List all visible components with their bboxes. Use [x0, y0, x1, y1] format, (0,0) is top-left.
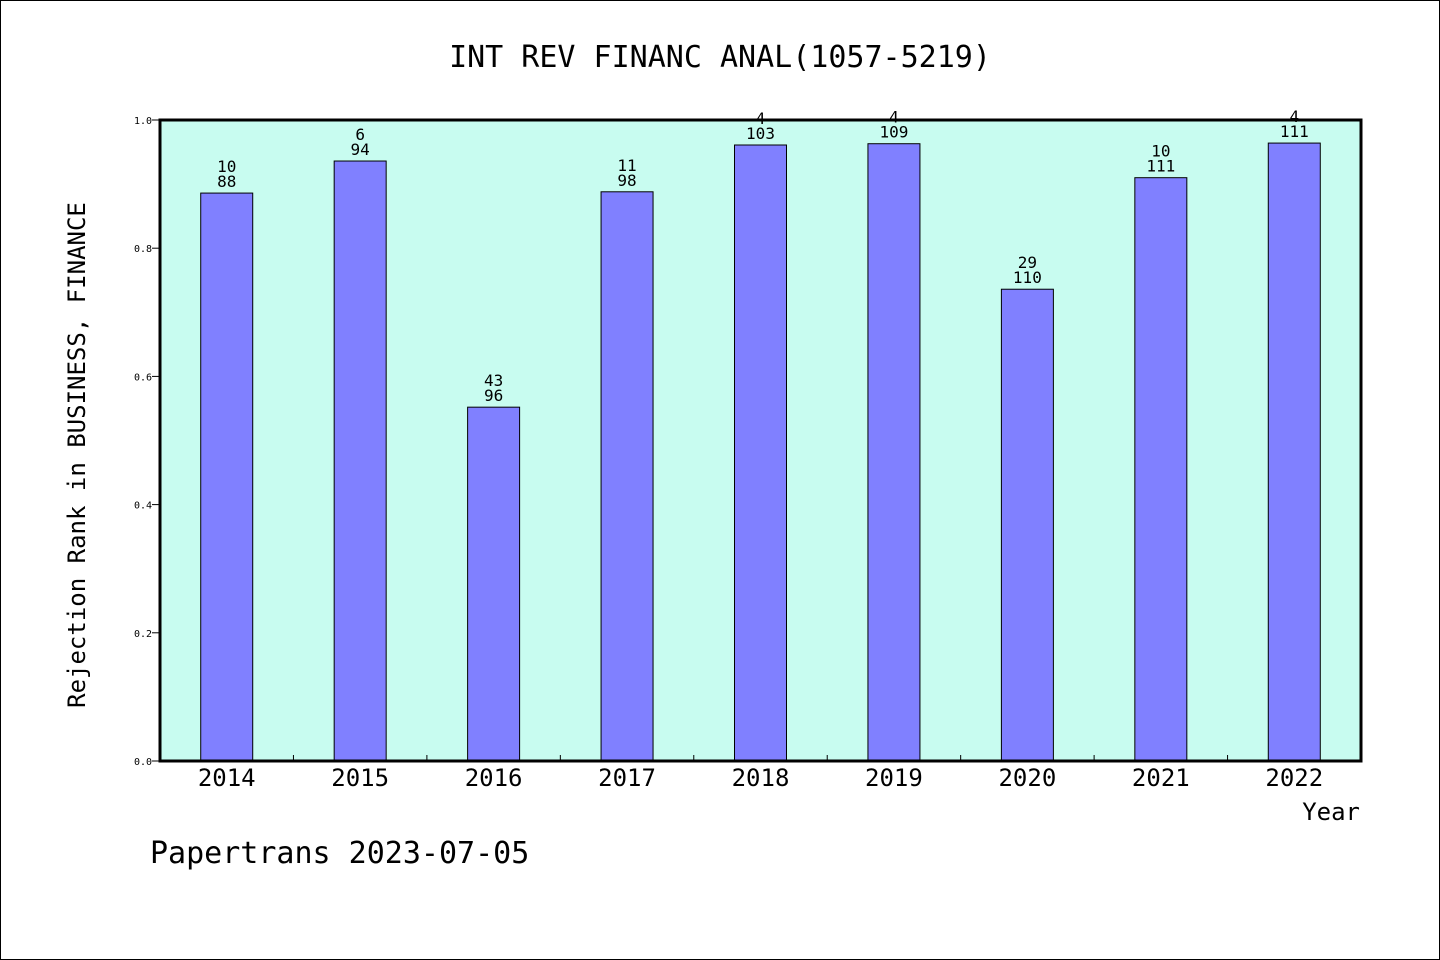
bar-rank-label: 29 [1018, 253, 1037, 272]
bar-total-label: 94 [351, 140, 370, 159]
bar-rank-label: 10 [1151, 142, 1170, 161]
x-tick-label: 2020 [998, 764, 1056, 792]
bar-total-label: 111 [1280, 122, 1309, 141]
bar-total-label: 110 [1013, 268, 1042, 287]
bar [200, 192, 254, 762]
bar-total-label: 111 [1146, 157, 1175, 176]
x-tick-label: 2022 [1265, 764, 1323, 792]
bar [1000, 288, 1054, 762]
x-axis-ticks: 2014 2015 2016 2017 2018 2019 2020 2021 2022 [198, 755, 1323, 792]
x-tick-label: 2016 [465, 764, 523, 792]
bar-rank-label: 4 [889, 108, 899, 127]
bar-rank-label: 4 [1289, 107, 1299, 126]
bar [467, 406, 521, 762]
bar-rank-label: 43 [484, 371, 503, 390]
bar-rank-label: 10 [217, 157, 236, 176]
bar [333, 160, 387, 762]
bar-rank-label: 6 [355, 125, 365, 144]
x-axis-label: Year [1302, 798, 1360, 826]
chart-title: INT REV FINANC ANAL(1057-5219) [449, 40, 991, 75]
y-axis-ticks: 0.0 0.2 0.4 0.6 0.8 1.0 [134, 116, 160, 768]
x-tick-label: 2015 [331, 764, 389, 792]
bar-total-label: 88 [217, 172, 236, 191]
bar-total-label: 98 [617, 171, 636, 190]
y-tick-label: 0.6 [134, 372, 152, 383]
bar [734, 144, 787, 762]
x-tick-label: 2014 [198, 764, 256, 792]
plot-border [158, 118, 1363, 763]
y-tick-label: 0.2 [134, 629, 152, 640]
bar-total-label: 103 [746, 124, 775, 143]
bar-rank-label: 4 [756, 109, 766, 128]
y-tick-label: 1.0 [134, 116, 152, 127]
y-tick-label: 0.0 [134, 757, 152, 768]
x-tick-label: 2021 [1132, 764, 1190, 792]
x-tick-label: 2019 [865, 764, 923, 792]
x-tick-label: 2017 [598, 764, 656, 792]
bar-total-label: 109 [879, 123, 908, 142]
bar [1267, 142, 1321, 762]
x-tick-label: 2018 [732, 764, 790, 792]
bars-group [200, 142, 1321, 762]
bar-rank-label: 11 [617, 156, 636, 175]
y-axis-label: Rejection Rank in BUSINESS, FINANCE [63, 202, 91, 708]
bar [1134, 177, 1188, 762]
y-tick-label: 0.4 [134, 501, 152, 512]
bar [600, 191, 654, 762]
bar [867, 143, 921, 762]
bar-total-label: 96 [484, 386, 503, 405]
y-tick-label: 0.8 [134, 244, 152, 255]
footer-text: Papertrans 2023-07-05 [150, 836, 529, 871]
